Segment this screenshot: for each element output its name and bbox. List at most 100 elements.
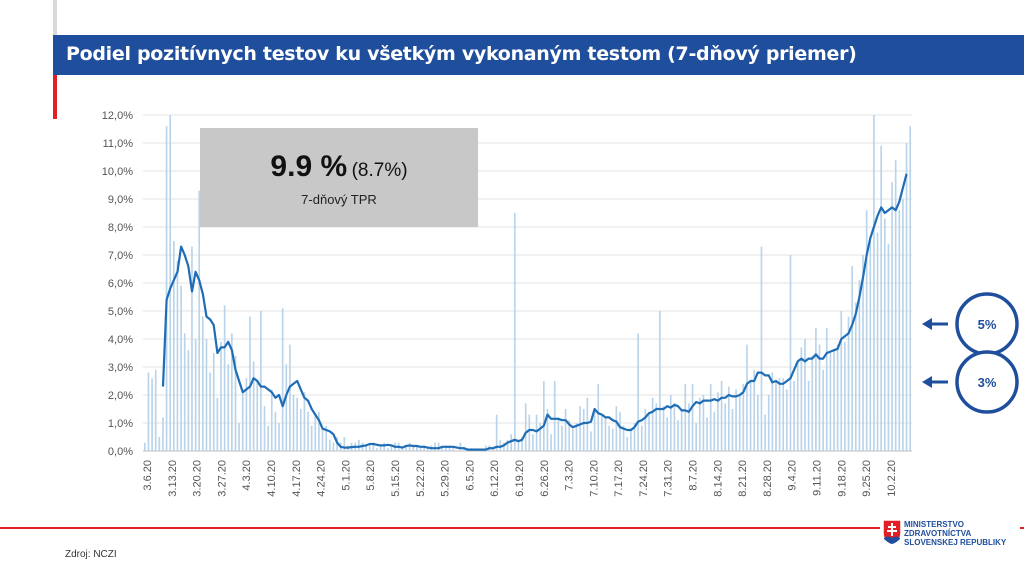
daily-bar	[532, 434, 534, 451]
daily-bar	[376, 448, 378, 451]
daily-bar	[303, 392, 306, 451]
daily-bar	[416, 445, 418, 451]
daily-bar	[289, 344, 291, 451]
daily-bar	[753, 369, 756, 451]
y-tick-label: 3,0%	[108, 362, 133, 374]
y-tick-label: 8,0%	[108, 222, 133, 234]
x-tick-label: 5.29.20	[440, 460, 452, 497]
daily-bar	[688, 403, 690, 451]
daily-bar	[484, 445, 487, 451]
daily-bar	[894, 159, 897, 452]
daily-bar	[626, 437, 629, 451]
y-tick-label: 1,0%	[108, 418, 133, 430]
daily-bar	[757, 395, 759, 451]
daily-bar	[434, 442, 436, 451]
threshold-label: 5%	[978, 317, 997, 332]
x-tick-label: 7.3.20	[564, 460, 576, 491]
x-tick-label: 5.1.20	[340, 460, 352, 491]
daily-bar	[183, 333, 186, 451]
x-tick-label: 9.4.20	[787, 460, 799, 491]
daily-bar	[742, 383, 745, 451]
threshold-label: 3%	[978, 375, 997, 390]
daily-bar	[786, 389, 788, 451]
daily-bar	[666, 417, 668, 451]
daily-bar	[231, 333, 233, 451]
daily-bar	[463, 448, 465, 451]
daily-bar	[582, 409, 585, 451]
daily-bar	[764, 414, 766, 451]
daily-bar	[557, 417, 560, 451]
x-tick-label: 10.2.20	[886, 460, 898, 497]
daily-bar	[619, 411, 621, 451]
daily-bar	[572, 428, 574, 451]
daily-bar	[499, 439, 502, 451]
daily-bar	[659, 311, 661, 451]
daily-bar	[601, 414, 603, 451]
daily-bar	[840, 311, 843, 451]
daily-bar	[811, 355, 814, 451]
daily-bar	[684, 383, 687, 451]
daily-bar	[691, 383, 694, 451]
x-tick-label: 6.12.20	[489, 460, 501, 497]
tpr-value: 9.9 %	[270, 150, 348, 183]
daily-bar	[162, 417, 164, 451]
daily-bar	[343, 437, 346, 451]
daily-bar	[611, 428, 614, 451]
daily-bar	[173, 241, 175, 451]
daily-bar	[448, 445, 451, 451]
x-tick-label: 5.22.20	[415, 460, 427, 497]
daily-bar	[851, 266, 853, 451]
y-tick-label: 9,0%	[108, 194, 133, 206]
daily-bar	[702, 395, 705, 451]
daily-bar	[564, 409, 567, 451]
daily-bar	[245, 378, 248, 451]
threshold-circle	[955, 350, 1019, 414]
daily-bar	[637, 333, 639, 451]
daily-bar	[506, 439, 509, 451]
logo-line3: SLOVENSKEJ REPUBLIKY	[904, 538, 1007, 547]
x-tick-label: 9.18.20	[836, 460, 848, 497]
x-tick-label: 4.17.20	[291, 460, 303, 497]
daily-bar	[891, 182, 893, 451]
page-title: Podiel pozitívnych testov ku všetkým vyk…	[66, 43, 857, 65]
daily-bar	[202, 316, 204, 451]
daily-bar	[299, 409, 302, 451]
daily-bar	[847, 316, 850, 451]
daily-bar	[325, 425, 327, 451]
daily-bar	[387, 448, 389, 451]
daily-bar	[807, 381, 810, 451]
daily-bar	[441, 448, 444, 451]
daily-bar	[883, 218, 886, 451]
x-tick-label: 9.11.20	[812, 460, 824, 496]
daily-bar	[278, 423, 280, 451]
daily-bar	[630, 428, 632, 451]
daily-bar	[767, 395, 770, 451]
daily-bar	[223, 305, 226, 451]
x-tick-label: 8.28.20	[762, 460, 774, 497]
daily-bar	[147, 372, 150, 451]
x-tick-label: 3.6.20	[142, 460, 154, 491]
y-tick-label: 11,0%	[103, 138, 134, 150]
red-accent-bar	[53, 75, 57, 119]
daily-bar	[706, 417, 708, 451]
daily-bar	[804, 339, 806, 451]
daily-bar	[553, 381, 556, 451]
daily-bar	[651, 397, 654, 451]
daily-bar	[822, 369, 824, 451]
x-tick-label: 5.8.20	[365, 460, 377, 491]
daily-bar	[390, 445, 393, 451]
y-tick-label: 0,0%	[108, 446, 133, 458]
daily-bar	[800, 347, 803, 451]
x-tick-label: 4.10.20	[266, 460, 278, 497]
daily-bar	[698, 397, 701, 451]
y-tick-label: 6,0%	[108, 278, 133, 290]
daily-bar	[220, 341, 222, 451]
daily-bar	[401, 448, 404, 451]
daily-bar	[789, 255, 792, 451]
daily-bar	[176, 260, 179, 451]
x-tick-label: 8.21.20	[737, 460, 749, 497]
daily-bar	[328, 439, 331, 451]
daily-bar	[865, 210, 868, 451]
tpr-label: 7-dňový TPR	[301, 192, 377, 207]
